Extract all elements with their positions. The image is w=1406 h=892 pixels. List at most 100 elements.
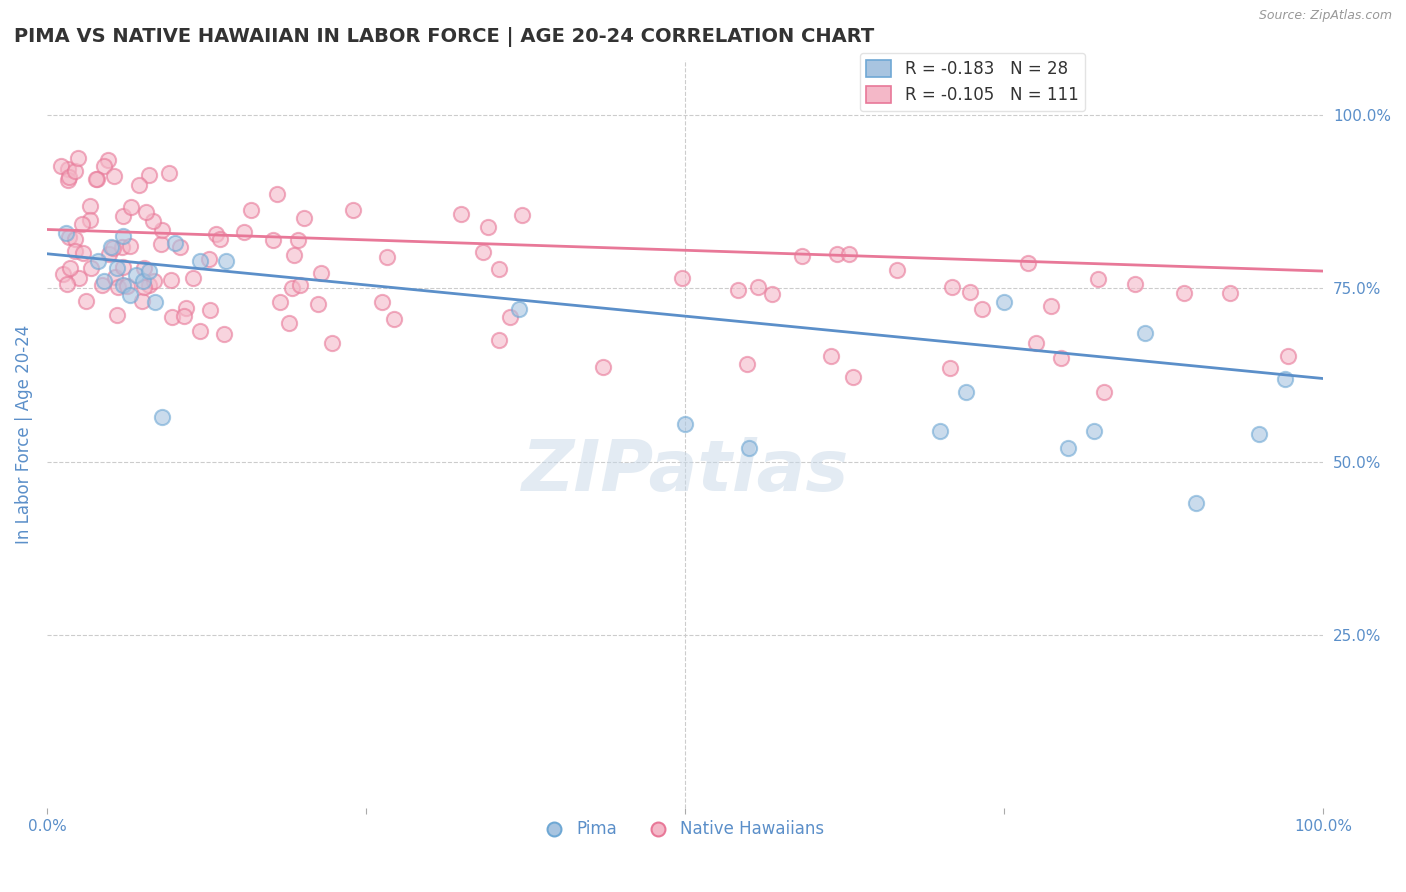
Point bbox=[63, 231, 86, 245]
Point bbox=[128, 178, 150, 192]
Point bbox=[138, 264, 160, 278]
Point bbox=[103, 169, 125, 184]
Point bbox=[63, 244, 86, 258]
Point bbox=[132, 260, 155, 275]
Point bbox=[105, 308, 128, 322]
Point bbox=[160, 272, 183, 286]
Point bbox=[58, 170, 80, 185]
Point bbox=[321, 335, 343, 350]
Point bbox=[188, 253, 211, 268]
Point bbox=[79, 213, 101, 227]
Point bbox=[1057, 441, 1080, 455]
Point bbox=[841, 370, 863, 384]
Legend: Pima, Native Hawaiians: Pima, Native Hawaiians bbox=[540, 814, 831, 845]
Point bbox=[307, 296, 329, 310]
Point bbox=[120, 239, 142, 253]
Point bbox=[80, 261, 103, 276]
Point bbox=[450, 207, 472, 221]
Point bbox=[181, 271, 204, 285]
Point bbox=[266, 187, 288, 202]
Point bbox=[970, 301, 993, 316]
Point bbox=[488, 333, 510, 347]
Point bbox=[86, 172, 108, 186]
Point bbox=[205, 227, 228, 241]
Point bbox=[375, 250, 398, 264]
Point bbox=[143, 274, 166, 288]
Point bbox=[112, 229, 135, 244]
Point bbox=[1017, 256, 1039, 270]
Point bbox=[214, 253, 236, 268]
Point bbox=[1049, 351, 1071, 366]
Point bbox=[382, 312, 405, 326]
Point bbox=[761, 287, 783, 301]
Point bbox=[72, 246, 94, 260]
Point bbox=[959, 285, 981, 299]
Point bbox=[100, 240, 122, 254]
Point bbox=[110, 240, 132, 254]
Point bbox=[132, 280, 155, 294]
Point bbox=[477, 220, 499, 235]
Point bbox=[115, 279, 138, 293]
Point bbox=[1083, 424, 1105, 438]
Point bbox=[290, 277, 312, 292]
Point bbox=[200, 303, 222, 318]
Text: Source: ZipAtlas.com: Source: ZipAtlas.com bbox=[1258, 9, 1392, 22]
Point bbox=[97, 153, 120, 168]
Y-axis label: In Labor Force | Age 20-24: In Labor Force | Age 20-24 bbox=[15, 325, 32, 543]
Point bbox=[499, 310, 522, 324]
Point bbox=[283, 248, 305, 262]
Point bbox=[56, 172, 79, 186]
Point bbox=[67, 152, 90, 166]
Point bbox=[941, 280, 963, 294]
Point bbox=[262, 233, 284, 247]
Point bbox=[1123, 277, 1146, 291]
Point bbox=[105, 260, 128, 275]
Point bbox=[886, 263, 908, 277]
Point bbox=[929, 424, 952, 438]
Point bbox=[149, 236, 172, 251]
Point bbox=[309, 266, 332, 280]
Point bbox=[747, 279, 769, 293]
Point bbox=[232, 225, 254, 239]
Point bbox=[98, 246, 121, 260]
Point bbox=[1025, 335, 1047, 350]
Point bbox=[107, 279, 129, 293]
Point bbox=[738, 441, 761, 455]
Point bbox=[157, 166, 180, 180]
Point bbox=[820, 349, 842, 363]
Point bbox=[163, 236, 186, 251]
Point bbox=[49, 159, 72, 173]
Point bbox=[209, 231, 232, 245]
Point bbox=[67, 270, 90, 285]
Point bbox=[673, 417, 696, 431]
Point bbox=[1040, 299, 1063, 313]
Point bbox=[1184, 496, 1206, 510]
Point bbox=[91, 278, 114, 293]
Point bbox=[101, 241, 124, 255]
Point bbox=[56, 162, 79, 177]
Point bbox=[727, 283, 749, 297]
Point bbox=[118, 288, 141, 302]
Point bbox=[1173, 285, 1195, 300]
Point bbox=[198, 252, 221, 266]
Point bbox=[939, 360, 962, 375]
Point bbox=[592, 359, 614, 374]
Point bbox=[838, 247, 860, 261]
Text: PIMA VS NATIVE HAWAIIAN IN LABOR FORCE | AGE 20-24 CORRELATION CHART: PIMA VS NATIVE HAWAIIAN IN LABOR FORCE |… bbox=[14, 27, 875, 46]
Point bbox=[287, 234, 309, 248]
Point bbox=[70, 218, 93, 232]
Point bbox=[87, 253, 110, 268]
Point bbox=[162, 310, 184, 325]
Point bbox=[1249, 427, 1271, 442]
Point bbox=[150, 409, 173, 424]
Point bbox=[790, 248, 813, 262]
Point bbox=[671, 271, 693, 285]
Point bbox=[63, 164, 86, 178]
Point bbox=[212, 327, 235, 342]
Point bbox=[169, 240, 191, 254]
Point bbox=[188, 324, 211, 338]
Point bbox=[173, 309, 195, 323]
Point bbox=[93, 275, 115, 289]
Point bbox=[825, 247, 848, 261]
Point bbox=[512, 208, 534, 222]
